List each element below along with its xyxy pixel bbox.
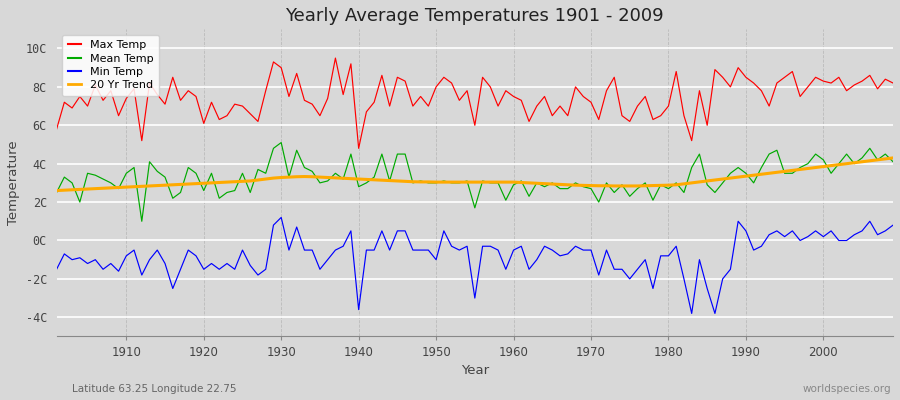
Legend: Max Temp, Mean Temp, Min Temp, 20 Yr Trend: Max Temp, Mean Temp, Min Temp, 20 Yr Tre… bbox=[62, 35, 159, 96]
Y-axis label: Temperature: Temperature bbox=[7, 140, 20, 225]
X-axis label: Year: Year bbox=[461, 364, 489, 377]
Text: Latitude 63.25 Longitude 22.75: Latitude 63.25 Longitude 22.75 bbox=[72, 384, 237, 394]
Title: Yearly Average Temperatures 1901 - 2009: Yearly Average Temperatures 1901 - 2009 bbox=[285, 7, 664, 25]
Text: worldspecies.org: worldspecies.org bbox=[803, 384, 891, 394]
